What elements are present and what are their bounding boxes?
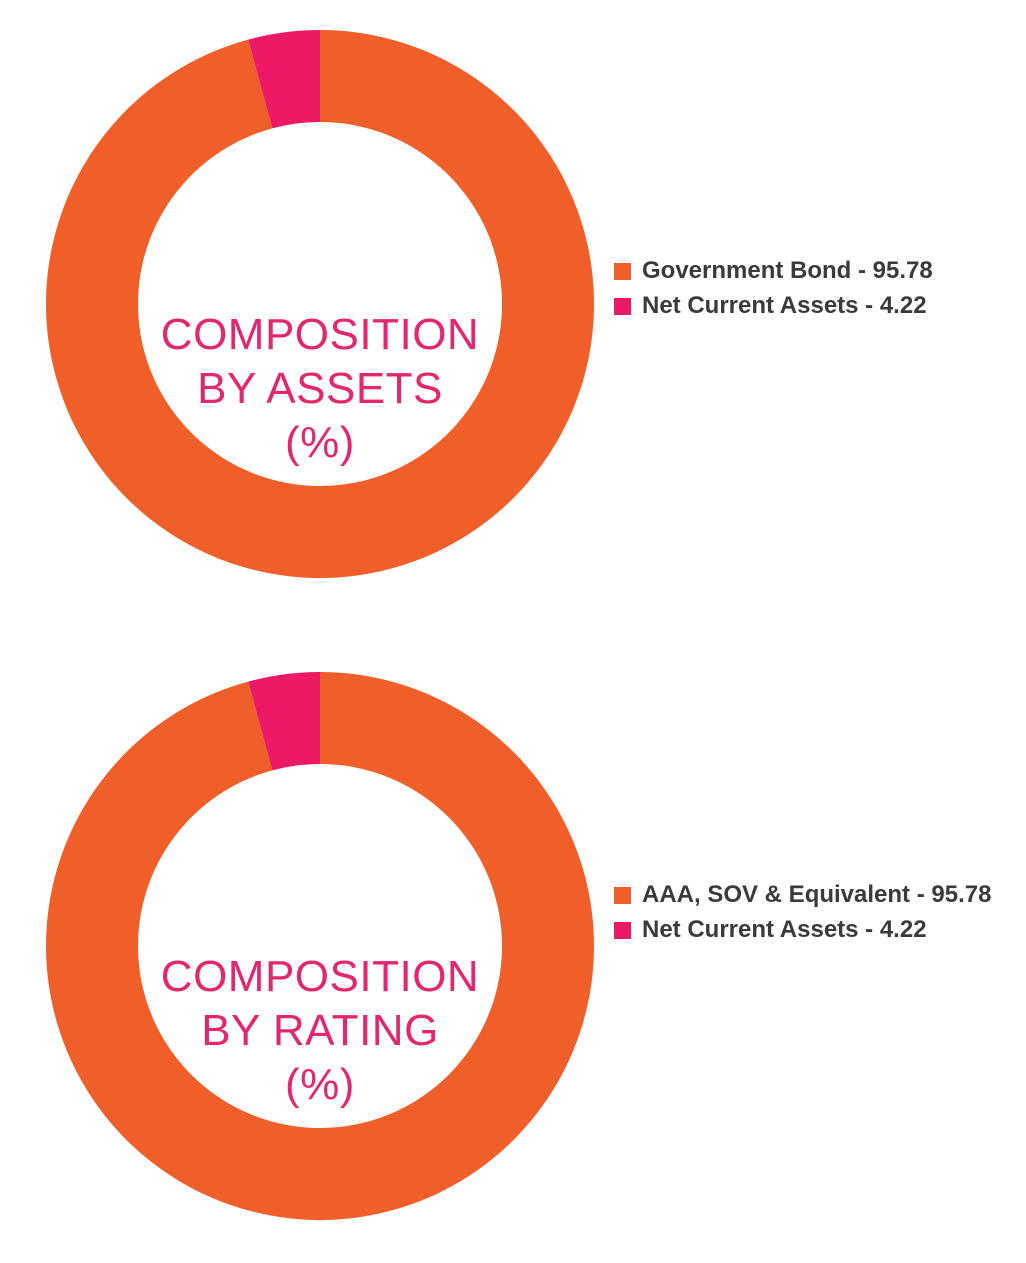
legend-label: Government Bond - 95.78 xyxy=(642,257,933,284)
title-line-1: COMPOSITION xyxy=(160,310,480,359)
legend-swatch xyxy=(614,298,631,315)
legend-item-net-current-assets: Net Current Assets - 4.22 xyxy=(614,289,994,322)
title-line-3: (%) xyxy=(285,418,355,467)
donut-chart-assets xyxy=(46,30,595,578)
composition-by-assets-chart: COMPOSITION BY ASSETS (%) Government Bon… xyxy=(0,20,1026,580)
legend-item-aaa-sov-equivalent: AAA, SOV & Equivalent - 95.78 xyxy=(614,878,994,911)
legend: Government Bond - 95.78 Net Current Asse… xyxy=(614,254,994,324)
composition-by-rating-chart: COMPOSITION BY RATING (%) AAA, SOV & Equ… xyxy=(0,662,1026,1222)
donut-slice-aaa-sov-equivalent xyxy=(46,672,595,1220)
legend-swatch xyxy=(614,922,631,939)
title-line-3: (%) xyxy=(285,1060,355,1109)
legend-swatch xyxy=(614,887,631,904)
legend: AAA, SOV & Equivalent - 95.78 Net Curren… xyxy=(614,878,994,948)
donut-chart-rating xyxy=(46,672,595,1220)
title-line-1: COMPOSITION xyxy=(160,952,480,1001)
chart-title: COMPOSITION BY ASSETS (%) xyxy=(135,308,505,470)
donut-slice-government-bond xyxy=(46,30,595,578)
legend-label: Net Current Assets - 4.22 xyxy=(642,292,927,319)
donut-slice-net-current-assets xyxy=(248,30,320,129)
legend-swatch xyxy=(614,263,631,280)
donut-slice-net-current-assets xyxy=(248,672,320,771)
title-line-2: BY RATING xyxy=(201,1006,439,1055)
legend-item-net-current-assets: Net Current Assets - 4.22 xyxy=(614,913,994,946)
legend-label: AAA, SOV & Equivalent - 95.78 xyxy=(642,881,992,908)
legend-label: Net Current Assets - 4.22 xyxy=(642,916,927,943)
title-line-2: BY ASSETS xyxy=(197,364,443,413)
legend-item-government-bond: Government Bond - 95.78 xyxy=(614,254,994,287)
chart-title: COMPOSITION BY RATING (%) xyxy=(135,950,505,1112)
